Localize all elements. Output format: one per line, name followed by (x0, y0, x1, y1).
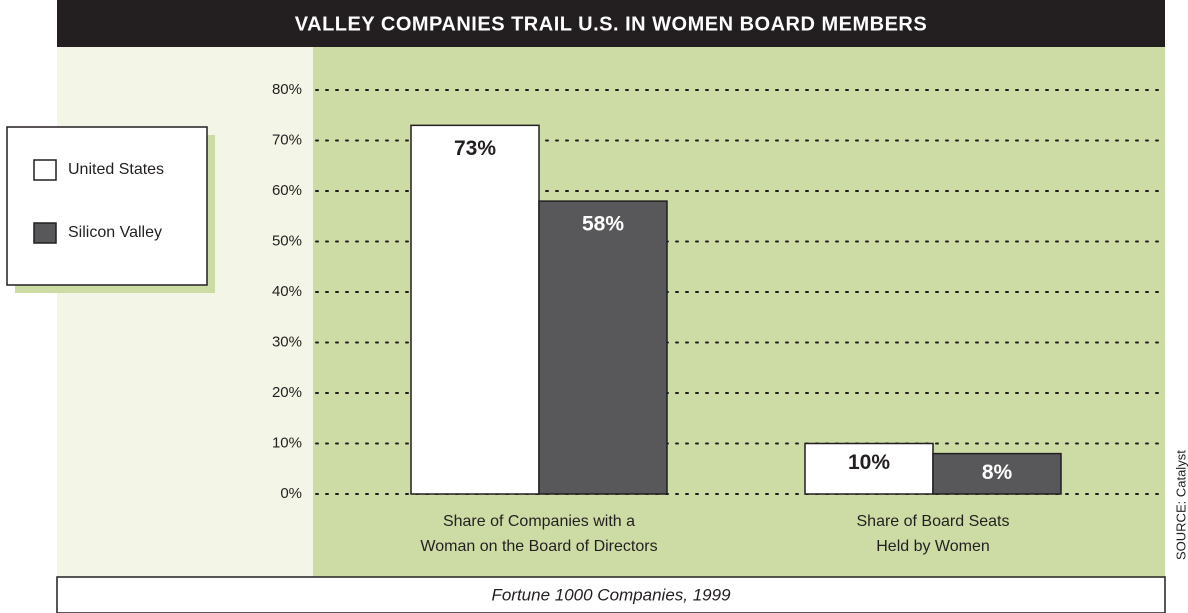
y-tick-label: 20% (272, 384, 302, 401)
x-tick-line: Share of Board Seats (857, 513, 1010, 530)
x-tick-label: Share of Companies with a Woman on the Bo… (420, 513, 657, 555)
footer (56, 576, 1166, 613)
data-label: 58% (582, 213, 624, 236)
title-bar (57, 0, 1165, 47)
data-label: 73% (454, 137, 496, 160)
y-tick-label: 70% (272, 131, 302, 148)
legend-swatch (33, 159, 57, 181)
y-tick-label: 30% (272, 333, 302, 350)
x-tick-line: Share of Companies with a (443, 513, 635, 530)
bar (932, 452, 1062, 495)
bar (804, 442, 934, 495)
y-tick-label: 80% (272, 81, 302, 98)
data-label: 8% (982, 461, 1013, 484)
y-tick-label: 40% (272, 283, 302, 300)
source: SOURCE: Catalyst (1173, 450, 1188, 560)
subtitle: Fortune 1000 Companies, 1999 (491, 585, 731, 604)
y-tick-label: 10% (272, 434, 302, 451)
legend-label: United States (68, 161, 164, 178)
y-tick-label: 50% (272, 232, 302, 249)
y-tick-label: 0% (280, 485, 302, 502)
x-tick-line: Woman on the Board of Directors (420, 538, 657, 555)
bar (410, 124, 540, 495)
x-tick-line: Held by Women (876, 538, 990, 555)
legend (6, 126, 208, 286)
legend-label: Silicon Valley (68, 224, 162, 241)
legend-swatch (33, 222, 57, 244)
x-tick-label: Share of Board Seats Held by Women (857, 513, 1010, 555)
y-tick-label: 60% (272, 182, 302, 199)
data-label: 10% (848, 451, 890, 474)
bar (538, 200, 668, 495)
chart-title: VALLEY COMPANIES TRAIL U.S. IN WOMEN BOA… (295, 13, 927, 35)
